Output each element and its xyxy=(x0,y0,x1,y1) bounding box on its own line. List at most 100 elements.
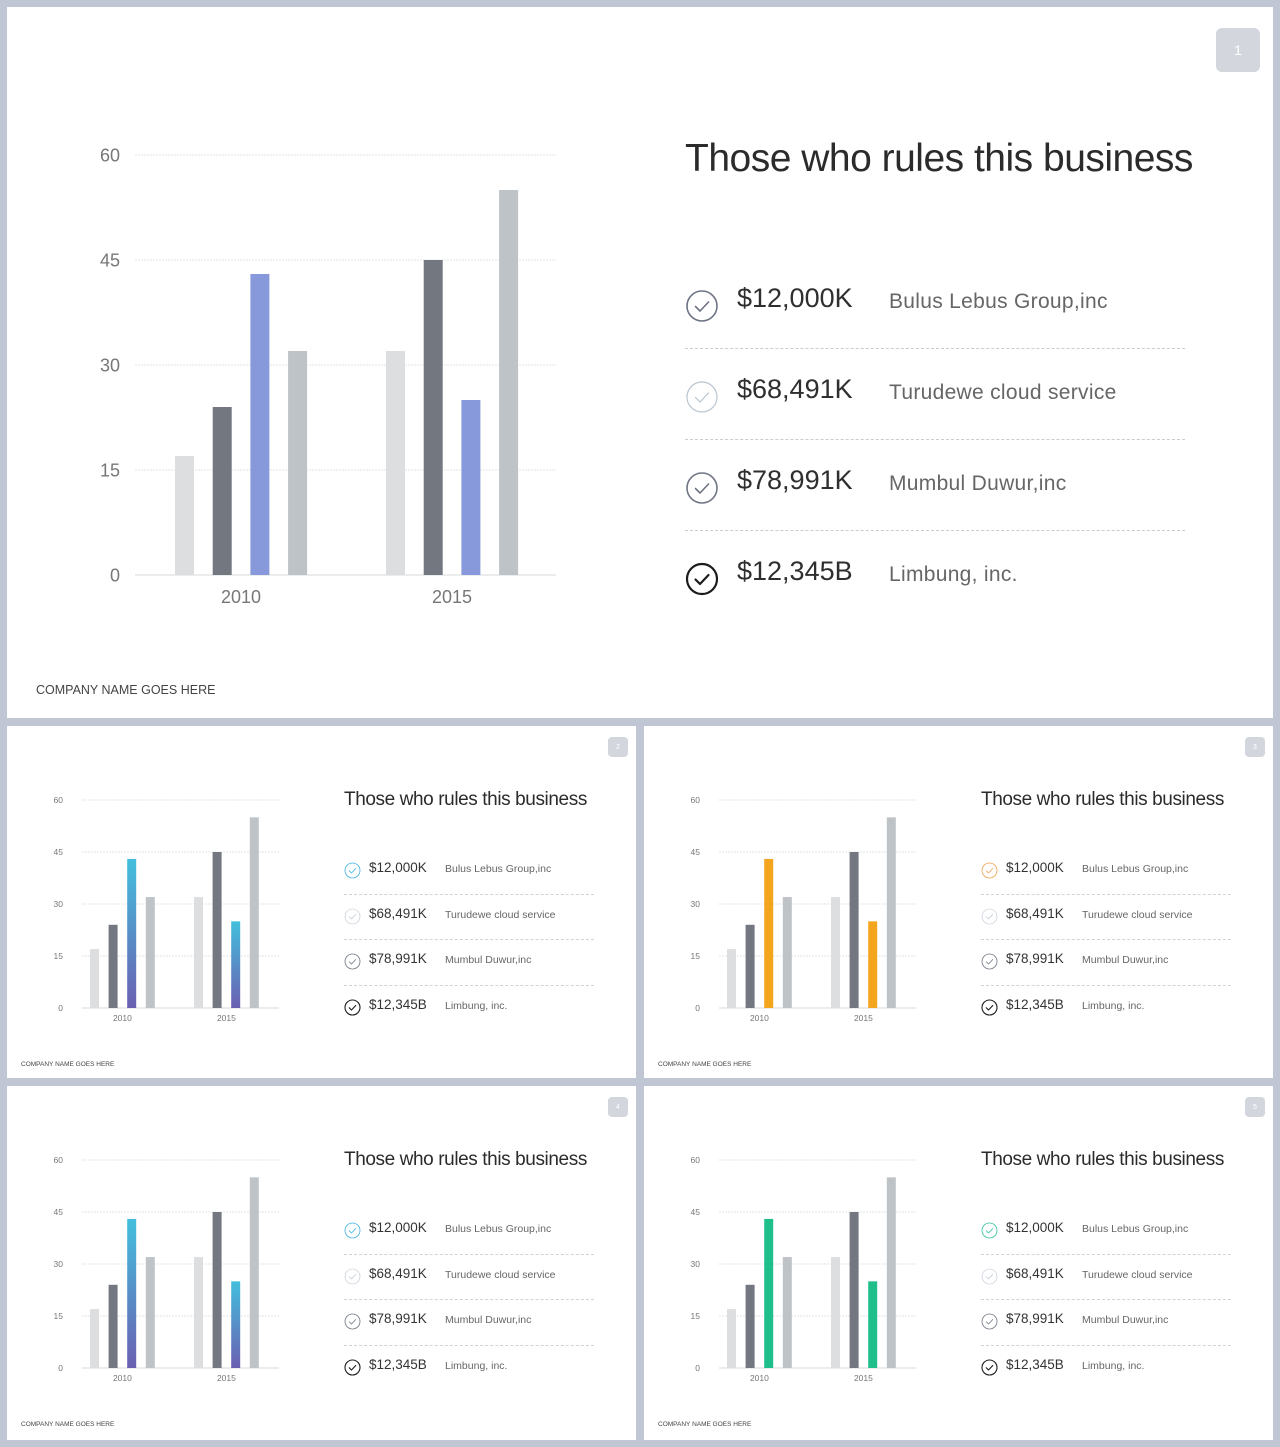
x-category-label: 2015 xyxy=(217,1373,236,1383)
x-category-label: 2010 xyxy=(113,1373,132,1383)
bar-2015-4 xyxy=(499,190,519,575)
divider xyxy=(344,1299,594,1300)
list-item: $12,000K Bulus Lebus Group,inc xyxy=(685,269,1185,360)
company-name: Mumbul Duwur,inc xyxy=(445,954,532,966)
y-tick-label: 15 xyxy=(691,951,701,961)
divider xyxy=(344,984,594,986)
amount-value: $12,345B xyxy=(737,556,853,586)
bar-2015-2 xyxy=(423,260,443,575)
company-name: Limbung, inc. xyxy=(1082,999,1145,1012)
bar-2015-4 xyxy=(886,817,896,1008)
amount-value: $12,000K xyxy=(369,1220,427,1235)
bar-2015-4 xyxy=(249,1177,259,1368)
bar-2010-1 xyxy=(175,456,194,575)
y-tick-label: 60 xyxy=(691,795,701,805)
x-category-label: 2015 xyxy=(854,1373,873,1383)
check-circle-icon xyxy=(344,908,361,925)
bar-2015-3 xyxy=(868,921,878,1008)
slide-title: Those who rules this business xyxy=(344,789,587,810)
bar-2015-2 xyxy=(212,852,222,1008)
check-circle-icon xyxy=(344,998,361,1016)
bar-2010-1 xyxy=(90,1309,99,1368)
company-list: $12,000K Bulus Lebus Group,inc $68,491K Tur… xyxy=(344,1214,594,1396)
divider xyxy=(981,1253,1231,1255)
y-tick-label: 0 xyxy=(695,1003,700,1013)
y-tick-label: 45 xyxy=(691,1207,701,1217)
bar-chart: 0 15 30 45 60 2010 2015 xyxy=(54,795,279,1023)
check-circle-icon xyxy=(685,471,719,505)
company-list: $12,000K Bulus Lebus Group,inc $68,491K Tur… xyxy=(981,854,1231,1036)
list-item: $12,345B Limbung, inc. xyxy=(344,991,594,1037)
company-name: Turudewe cloud service xyxy=(1082,908,1193,921)
company-list: $12,000K Bulus Lebus Group,inc $68,491K Tur… xyxy=(685,269,1185,633)
check-circle-icon xyxy=(685,380,719,414)
check-circle-icon xyxy=(981,953,998,970)
y-tick-label: 0 xyxy=(58,1363,63,1373)
y-tick-label: 30 xyxy=(100,355,120,375)
bar-2010-3 xyxy=(127,1218,137,1368)
y-tick-label: 15 xyxy=(691,1311,701,1321)
check-circle-icon xyxy=(344,1358,361,1376)
y-tick-label: 30 xyxy=(54,899,64,909)
amount-value: $78,991K xyxy=(369,1311,427,1326)
slide-title: Those who rules this business xyxy=(685,137,1193,180)
list-item: $12,345B Limbung, inc. xyxy=(981,1351,1231,1397)
amount-value: $68,491K xyxy=(1006,905,1064,921)
check-circle-icon xyxy=(344,953,361,970)
x-category-label: 2015 xyxy=(432,587,472,607)
slide-4[interactable]: 4 0 15 30 45 60 2010 2015 Those who rules this… xyxy=(7,1086,636,1440)
amount-value: $68,491K xyxy=(369,1265,427,1281)
bar-2015-1 xyxy=(386,351,405,575)
amount-value: $78,991K xyxy=(737,465,853,495)
y-tick-label: 0 xyxy=(110,565,120,585)
x-category-label: 2015 xyxy=(854,1013,873,1023)
list-item: $12,000K Bulus Lebus Group,inc xyxy=(981,854,1231,900)
divider xyxy=(685,439,1185,440)
bar-2010-4 xyxy=(288,351,308,575)
divider xyxy=(685,348,1185,349)
x-category-label: 2015 xyxy=(217,1013,236,1023)
bar-2010-3 xyxy=(764,858,774,1008)
bar-2010-1 xyxy=(727,1309,736,1368)
bar-2015-3 xyxy=(231,921,241,1008)
y-tick-label: 60 xyxy=(100,145,120,165)
y-tick-label: 30 xyxy=(54,1259,64,1269)
bar-2015-1 xyxy=(831,1257,840,1368)
y-tick-label: 45 xyxy=(100,250,120,270)
amount-value: $68,491K xyxy=(1006,1265,1064,1281)
bar-2010-3 xyxy=(250,274,270,575)
divider xyxy=(685,530,1185,531)
company-footer: COMPANY NAME GOES HERE xyxy=(21,1421,115,1428)
slide-2[interactable]: 2 0 15 30 45 60 2010 2015 Those who rules this… xyxy=(7,726,636,1078)
bar-2010-3 xyxy=(127,858,137,1008)
company-name: Bulus Lebus Group,inc xyxy=(1082,1223,1189,1235)
slide-1[interactable]: 1 0 15 30 45 60 2010 2015 Those who rules this… xyxy=(7,7,1273,718)
company-footer: COMPANY NAME GOES HERE xyxy=(21,1061,115,1068)
list-item: $68,491K Turudewe cloud service xyxy=(344,1260,594,1306)
x-category-label: 2010 xyxy=(221,587,261,607)
page-number: 4 xyxy=(608,1097,628,1117)
slide-title: Those who rules this business xyxy=(981,1149,1224,1170)
amount-value: $12,000K xyxy=(1006,860,1064,875)
amount-value: $68,491K xyxy=(369,905,427,921)
company-name: Limbung, inc. xyxy=(445,1359,508,1372)
bar-2015-1 xyxy=(194,1257,203,1368)
slide-title: Those who rules this business xyxy=(981,789,1224,810)
y-tick-label: 45 xyxy=(691,847,701,857)
page-number: 1 xyxy=(1216,28,1260,72)
bar-chart: 0 15 30 45 60 2010 2015 xyxy=(100,145,556,607)
bar-2015-2 xyxy=(849,1212,859,1368)
bar-2010-4 xyxy=(782,897,792,1008)
y-tick-label: 45 xyxy=(54,1207,64,1217)
company-name: Bulus Lebus Group,inc xyxy=(1082,863,1189,875)
check-circle-icon xyxy=(685,289,719,323)
company-name: Mumbul Duwur,inc xyxy=(1082,954,1169,966)
divider xyxy=(344,1344,594,1346)
amount-value: $12,345B xyxy=(1006,1356,1064,1372)
slide-3[interactable]: 3 0 15 30 45 60 2010 2015 Those who rules this… xyxy=(644,726,1273,1078)
slide-5[interactable]: 5 0 15 30 45 60 2010 2015 Those who rules this… xyxy=(644,1086,1273,1440)
list-item: $68,491K Turudewe cloud service xyxy=(344,900,594,946)
page-number: 5 xyxy=(1245,1097,1265,1117)
company-footer: COMPANY NAME GOES HERE xyxy=(658,1421,752,1428)
check-circle-icon xyxy=(981,1313,998,1330)
